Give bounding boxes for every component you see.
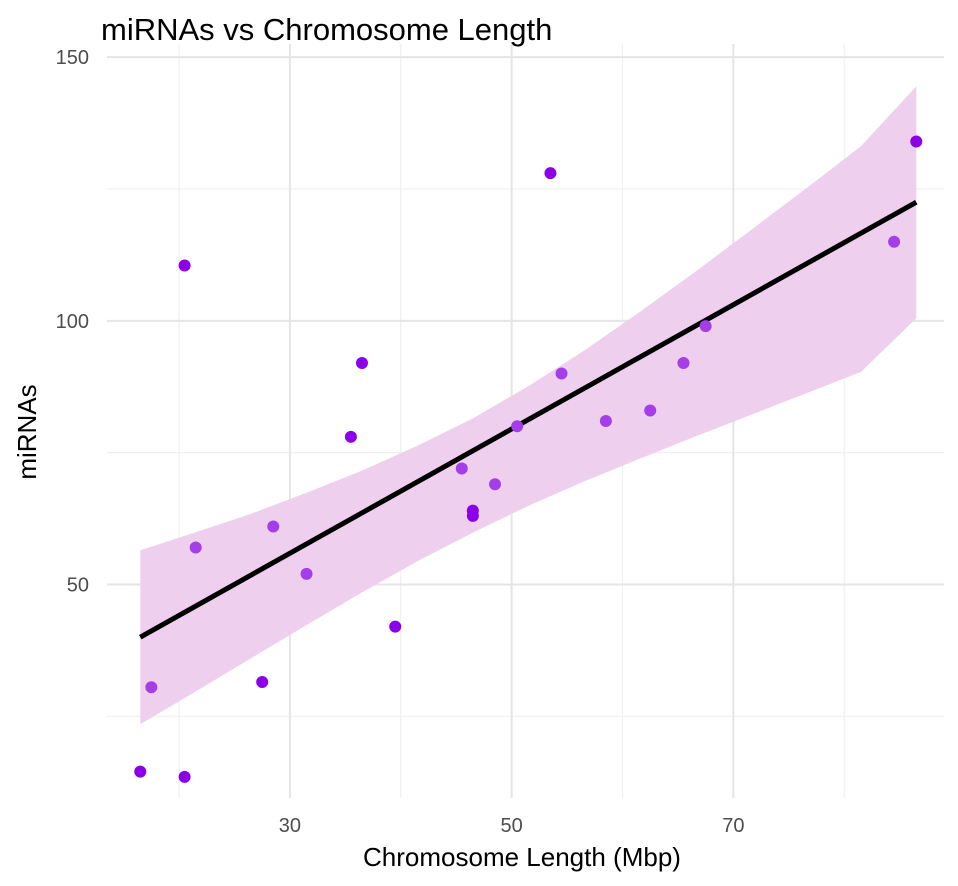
data-point bbox=[178, 770, 191, 783]
data-point bbox=[178, 259, 191, 272]
chart-title: miRNAs vs Chromosome Length bbox=[101, 12, 552, 47]
data-point bbox=[511, 420, 524, 433]
data-point bbox=[389, 620, 402, 633]
y-tick-label: 100 bbox=[56, 311, 89, 333]
y-tick-label: 50 bbox=[67, 574, 89, 596]
data-point bbox=[145, 681, 158, 694]
data-point bbox=[888, 235, 901, 248]
y-axis-title: miRNAs bbox=[12, 384, 42, 479]
data-point bbox=[910, 135, 923, 148]
confidence-band bbox=[140, 86, 917, 725]
data-point bbox=[300, 567, 313, 580]
x-axis-title: Chromosome Length (Mbp) bbox=[363, 842, 681, 872]
data-point bbox=[677, 357, 690, 369]
data-point bbox=[644, 404, 657, 417]
x-axis-ticks: 30 50 70 bbox=[279, 815, 745, 837]
data-points bbox=[134, 135, 923, 783]
trend-line bbox=[139, 200, 918, 640]
data-point bbox=[189, 541, 202, 554]
x-tick-label: 70 bbox=[722, 815, 744, 837]
data-point bbox=[355, 357, 368, 369]
y-axis-ticks: 50 100 150 bbox=[56, 47, 89, 596]
data-point bbox=[344, 430, 357, 443]
data-point bbox=[256, 676, 269, 688]
data-point bbox=[555, 367, 568, 380]
data-point bbox=[489, 478, 502, 491]
data-point bbox=[134, 765, 147, 778]
data-point bbox=[699, 320, 712, 333]
y-tick-label: 150 bbox=[56, 47, 89, 69]
data-point bbox=[267, 520, 280, 533]
data-point bbox=[599, 415, 612, 427]
data-point bbox=[455, 462, 468, 475]
x-tick-label: 50 bbox=[501, 815, 523, 837]
data-point bbox=[466, 509, 479, 522]
data-point bbox=[544, 167, 557, 180]
x-tick-label: 30 bbox=[279, 815, 301, 837]
